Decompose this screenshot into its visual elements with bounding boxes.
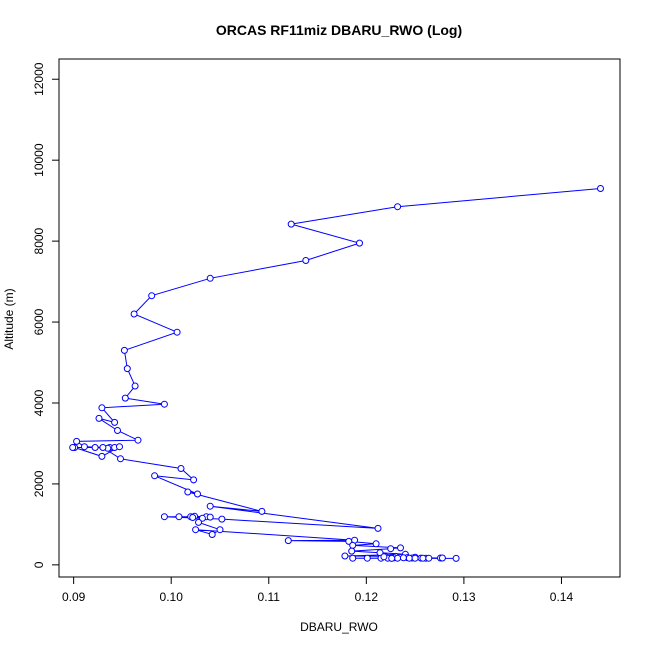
y-tick-label: 0: [32, 561, 46, 568]
data-point: [120, 346, 128, 354]
data-point: [388, 554, 396, 562]
data-point: [184, 488, 192, 496]
y-tick-label: 8000: [32, 227, 46, 254]
data-point: [411, 554, 419, 562]
data-point: [374, 524, 382, 532]
data-point: [121, 394, 129, 402]
x-axis: 0.09 0.10 0.11 0.12 0.13 0.14: [62, 576, 574, 604]
data-point: [287, 220, 295, 228]
data-point: [148, 292, 156, 300]
data-point: [419, 554, 427, 562]
y-tick-label: 10000: [32, 143, 46, 177]
x-tick-label: 0.13: [452, 590, 476, 604]
data-point: [218, 515, 226, 523]
data-point: [348, 547, 356, 555]
data-point: [452, 554, 460, 562]
y-axis-label: Altitude (m): [2, 288, 16, 349]
data-point: [372, 540, 380, 548]
y-tick-label: 4000: [32, 389, 46, 416]
data-point: [394, 554, 402, 562]
x-tick-label: 0.10: [160, 590, 184, 604]
data-point: [69, 444, 77, 451]
data-point: [206, 513, 214, 521]
data-point: [131, 382, 139, 390]
data-point: [216, 526, 224, 534]
data-point: [160, 513, 168, 521]
data-point: [190, 476, 198, 484]
x-tick-label: 0.12: [355, 590, 379, 604]
data-point: [91, 444, 99, 451]
data-point: [341, 552, 349, 560]
data-point: [405, 554, 413, 562]
data-point: [189, 514, 197, 521]
data-point: [597, 185, 604, 192]
data-point: [175, 513, 183, 521]
x-tick-label: 0.14: [550, 590, 574, 604]
data-point: [177, 465, 185, 472]
data-point: [302, 257, 310, 264]
data-point: [173, 328, 181, 336]
data-point: [73, 437, 81, 445]
y-axis: 0 2000 4000 6000 8000 10000 12000: [32, 62, 60, 568]
data-point: [151, 472, 159, 480]
data-point: [98, 404, 106, 412]
data-point: [208, 531, 216, 538]
data-point: [258, 507, 266, 515]
data-point: [380, 553, 388, 561]
x-axis-label: DBARU_RWO: [300, 620, 378, 634]
data-point: [116, 443, 123, 451]
data-point: [111, 418, 119, 426]
data-point: [397, 544, 404, 552]
y-tick-label: 2000: [32, 470, 46, 497]
data-series: [69, 185, 604, 562]
data-point: [160, 400, 168, 408]
data-point: [284, 537, 292, 545]
data-point: [425, 554, 433, 562]
data-point: [192, 526, 200, 534]
data-point: [206, 274, 214, 282]
y-tick-label: 6000: [32, 308, 46, 335]
data-point: [98, 452, 106, 460]
data-point: [356, 239, 363, 247]
data-point: [194, 490, 201, 498]
data-point: [195, 518, 202, 526]
data-point: [134, 436, 142, 444]
data-point: [206, 502, 214, 510]
data-point: [198, 514, 206, 522]
data-point: [394, 203, 402, 211]
y-tick-label: 12000: [32, 62, 46, 96]
data-point: [130, 310, 138, 318]
data-point: [80, 443, 88, 451]
data-point: [95, 414, 103, 422]
data-point: [349, 554, 357, 562]
data-point: [99, 444, 107, 451]
data-point: [399, 554, 407, 562]
data-point: [114, 427, 121, 434]
data-point: [363, 554, 371, 562]
x-tick-label: 0.11: [258, 590, 281, 604]
data-point: [117, 455, 124, 463]
x-tick-label: 0.09: [62, 590, 86, 604]
data-point: [438, 554, 446, 562]
data-point: [387, 545, 395, 553]
data-point: [123, 365, 131, 373]
chart-title: ORCAS RF11miz DBARU_RWO (Log): [216, 22, 462, 38]
data-point: [349, 541, 357, 549]
